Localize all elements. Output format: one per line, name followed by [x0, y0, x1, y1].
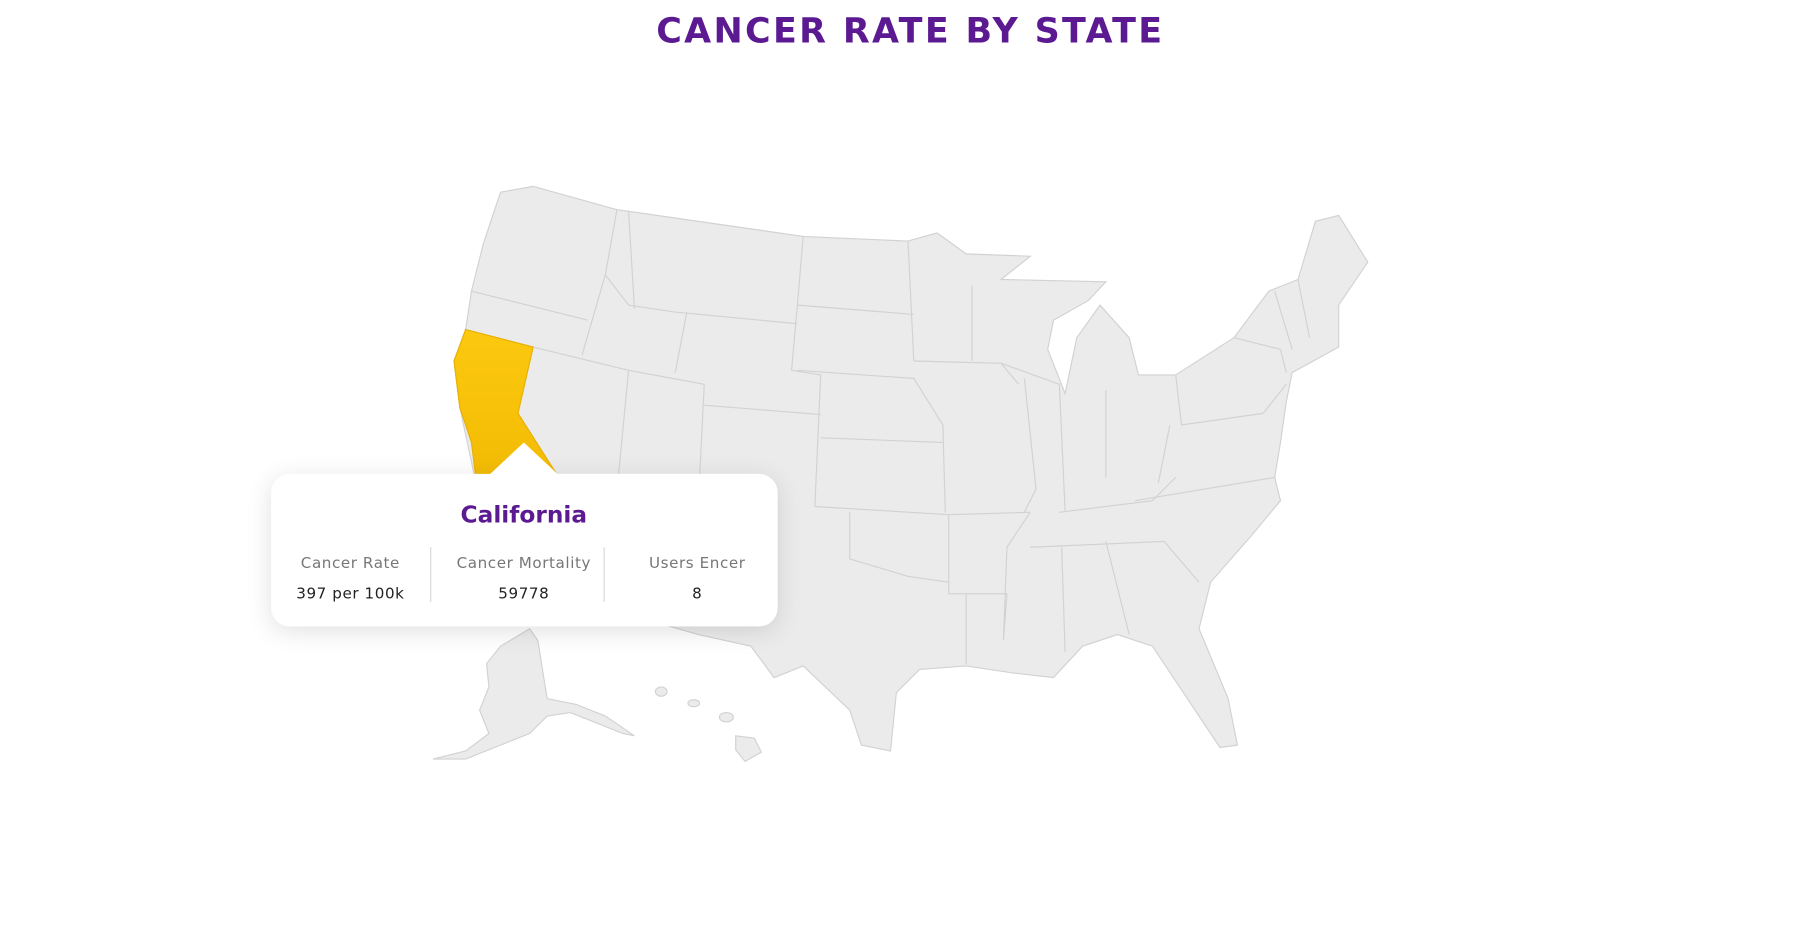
tooltip-pointer	[488, 442, 559, 476]
hawaii-island	[718, 711, 734, 723]
stats: Cancer Rate 397 per 100k Cancer Mortality 5…	[296, 554, 745, 602]
hawaii-island	[654, 686, 668, 697]
stat-label: Cancer Mortality	[457, 554, 591, 572]
lower-48	[453, 185, 1369, 752]
tooltip-state: California	[461, 501, 588, 528]
alaska	[432, 627, 635, 760]
stat-value: 59778	[498, 584, 549, 602]
stat-label: Users Encer	[649, 554, 746, 572]
tooltip-card	[271, 473, 778, 627]
page-title: CANCER RATE BY STATE	[656, 12, 1164, 52]
stat-value: 8	[692, 584, 702, 602]
stat-value: 397 per 100k	[296, 584, 404, 602]
state-borders	[471, 209, 1311, 664]
hawaii-island	[735, 735, 763, 763]
hawaii-island	[687, 699, 701, 708]
stat-label: Cancer Rate	[301, 554, 400, 572]
